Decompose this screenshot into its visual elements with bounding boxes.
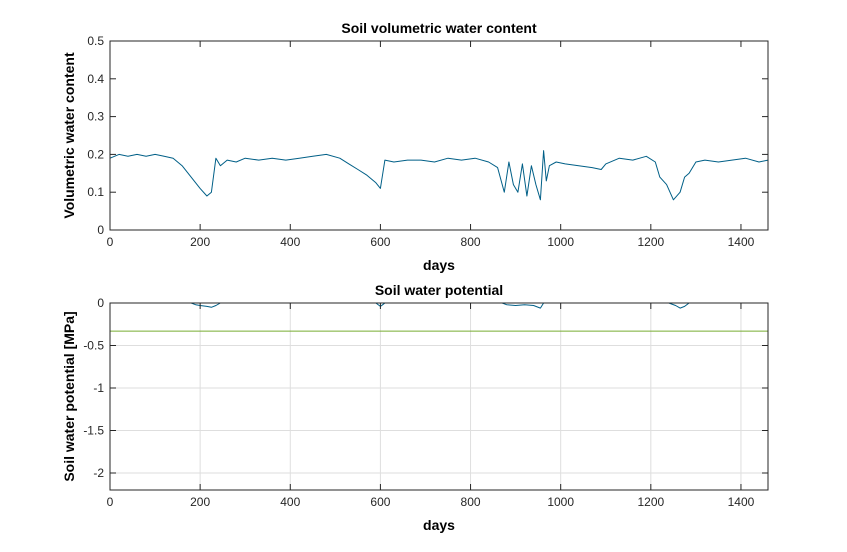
top-x-tick-label: 1200 — [637, 235, 664, 249]
top-x-tick-label: 0 — [107, 235, 114, 249]
bottom-chart-title: Soil water potential — [375, 282, 503, 298]
bottom-x-tick-label: 800 — [461, 495, 481, 509]
top-axes-box — [109, 40, 769, 231]
top-y-tick-label: 0.2 — [87, 147, 104, 161]
top-plot-area — [110, 41, 768, 230]
bottom-axes-box — [109, 302, 769, 491]
top-x-tick-label: 800 — [461, 235, 481, 249]
top-series-line-0 — [109, 150, 769, 201]
bottom-plot-area — [110, 303, 768, 490]
top-chart-title: Soil volumetric water content — [341, 20, 537, 36]
bottom-y-tick-label: -1 — [93, 381, 104, 395]
bottom-x-tick-label: 1200 — [637, 495, 664, 509]
top-y-tick-label: 0.5 — [87, 34, 104, 48]
bottom-x-tick-label: 200 — [190, 495, 210, 509]
bottom-y-tick-label: 0 — [97, 296, 104, 310]
bottom-y-tick-label: -0.5 — [83, 339, 104, 353]
bottom-x-tick-label: 600 — [370, 495, 390, 509]
top-y-tick-label: 0.3 — [87, 110, 104, 124]
top-x-tick-label: 200 — [190, 235, 210, 249]
bottom-series-line-0 — [110, 302, 768, 309]
top-y-tick-label: 0 — [97, 223, 104, 237]
top-y-axis-label: Volumetric water content — [61, 52, 77, 219]
bottom-x-tick-label: 0 — [107, 495, 114, 509]
top-axes: 0 200 400 600 800 1000 1200 1400 0 0.1 0.2 0.3 0.4 0.… — [61, 20, 769, 273]
bottom-y-tick-label: -1.5 — [83, 424, 104, 438]
top-x-tick-label: 1400 — [728, 235, 755, 249]
top-y-tick-label: 0.1 — [87, 185, 104, 199]
top-y-tick-label: 0.4 — [87, 72, 104, 86]
top-x-axis-label: days — [423, 257, 455, 273]
bottom-x-tick-label: 400 — [280, 495, 300, 509]
top-x-tick-label: 600 — [370, 235, 390, 249]
bottom-x-tick-label: 1400 — [728, 495, 755, 509]
bottom-y-tick-label: -2 — [93, 466, 104, 480]
bottom-y-axis-label: Soil water potential [MPa] — [61, 311, 77, 481]
top-x-tick-label: 400 — [280, 235, 300, 249]
top-x-tick-label: 1000 — [547, 235, 574, 249]
bottom-axes: 0 200 400 600 800 1000 1200 1400 -2 -1.5 -1 -0.5 0 So… — [61, 282, 769, 533]
bottom-x-tick-label: 1000 — [547, 495, 574, 509]
bottom-x-axis-label: days — [423, 517, 455, 533]
